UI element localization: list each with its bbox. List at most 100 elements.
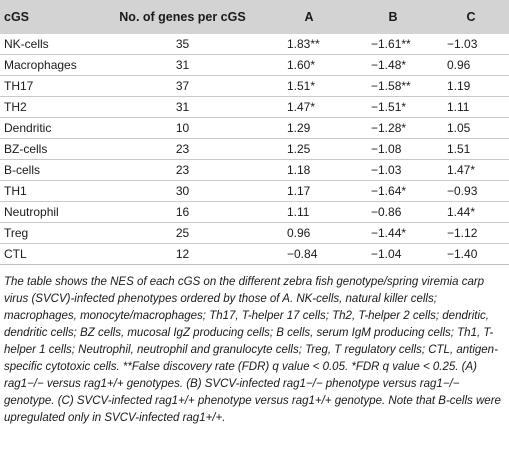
cell-genes: 25: [100, 222, 265, 244]
cell-genes: 23: [100, 159, 265, 181]
table-row: BZ-cells 23 1.25 −1.08 1.51: [0, 138, 509, 160]
cell-b-value: −1.48*: [371, 58, 407, 72]
cell-c-value: 1.51: [447, 142, 471, 156]
cell-a: 1.51*: [265, 75, 353, 97]
cell-b: −1.28*: [353, 117, 433, 139]
cell-b: −1.03: [353, 159, 433, 181]
cell-c: 1.11: [433, 96, 509, 118]
table-row: NK-cells 35 1.83** −1.61** −1.03: [0, 34, 509, 55]
cell-b: −1.58**: [353, 75, 433, 97]
cell-cgs: TH2: [0, 96, 100, 118]
cell-c-value: 1.47*: [447, 163, 476, 177]
cell-c-value: 1.11: [447, 100, 470, 114]
cell-b-value: −1.58**: [371, 79, 411, 93]
cell-c: 1.44*: [433, 201, 509, 223]
cell-a-value: 1.51*: [287, 79, 316, 93]
cell-cgs: CTL: [0, 243, 100, 265]
cell-c: 0.96: [433, 54, 509, 76]
table-figure: cGS No. of genes per cGS A B C NK-cells 3…: [0, 0, 509, 427]
nes-table: cGS No. of genes per cGS A B C NK-cells 3…: [0, 0, 509, 265]
cell-a: 0.96: [265, 222, 353, 244]
cell-c-value: −1.03: [447, 37, 478, 51]
table-row: TH17 37 1.51* −1.58** 1.19: [0, 75, 509, 97]
cell-b: −1.04: [353, 243, 433, 265]
cell-c-value: −0.93: [447, 184, 478, 198]
cell-a-value: 1.25: [287, 142, 311, 156]
table-row: Neutrophil 16 1.11 −0.86 1.44*: [0, 201, 509, 223]
cell-a-value: 1.17: [287, 184, 311, 198]
table-row: B-cells 23 1.18 −1.03 1.47*: [0, 159, 509, 181]
cell-c-value: 1.44*: [447, 205, 476, 219]
cell-cgs: Treg: [0, 222, 100, 244]
header-c: C: [433, 0, 509, 34]
cell-cgs: Neutrophil: [0, 201, 100, 223]
cell-a: −0.84: [265, 243, 353, 265]
cell-a-value: 1.47*: [287, 100, 316, 114]
cell-c-value: 1.19: [447, 79, 471, 93]
cell-c: 1.05: [433, 117, 509, 139]
header-a: A: [265, 0, 353, 34]
cell-cgs: TH17: [0, 75, 100, 97]
cell-cgs: BZ-cells: [0, 138, 100, 160]
table-body: NK-cells 35 1.83** −1.61** −1.03 Macrophages 3…: [0, 34, 509, 265]
cell-b-value: −1.04: [371, 247, 402, 261]
cell-b-value: −1.64*: [371, 184, 407, 198]
table-row: Macrophages 31 1.60* −1.48* 0.96: [0, 54, 509, 76]
cell-genes: 37: [100, 75, 265, 97]
cell-c: 1.19: [433, 75, 509, 97]
cell-cgs: TH1: [0, 180, 100, 202]
cell-genes: 35: [100, 34, 265, 55]
cell-b: −1.44*: [353, 222, 433, 244]
cell-a-value: 1.83**: [287, 37, 320, 51]
table-row: CTL 12 −0.84 −1.04 −1.40: [0, 243, 509, 265]
cell-c-value: −1.40: [447, 247, 478, 261]
cell-b-value: −1.44*: [371, 226, 407, 240]
header-genes: No. of genes per cGS: [100, 0, 265, 34]
cell-genes: 30: [100, 180, 265, 202]
cell-a-value: 1.29: [287, 121, 311, 135]
cell-c-value: −1.12: [447, 226, 478, 240]
footnote-text: The table shows the NES of each cGS on t…: [4, 276, 501, 424]
header-cgs: cGS: [0, 0, 100, 34]
cell-c-value: 0.96: [447, 58, 471, 72]
cell-b: −0.86: [353, 201, 433, 223]
cell-b: −1.51*: [353, 96, 433, 118]
cell-a: 1.17: [265, 180, 353, 202]
cell-a-value: 1.18: [287, 163, 311, 177]
cell-c: −1.40: [433, 243, 509, 265]
table-row: TH1 30 1.17 −1.64* −0.93: [0, 180, 509, 202]
cell-genes: 10: [100, 117, 265, 139]
cell-b-value: −1.61**: [371, 37, 411, 51]
cell-b-value: −1.08: [371, 142, 402, 156]
cell-a-value: 1.60*: [287, 58, 316, 72]
cell-genes: 16: [100, 201, 265, 223]
cell-b: −1.08: [353, 138, 433, 160]
cell-cgs: Dendritic: [0, 117, 100, 139]
cell-a: 1.18: [265, 159, 353, 181]
cell-b: −1.48*: [353, 54, 433, 76]
cell-genes: 12: [100, 243, 265, 265]
cell-c: −1.03: [433, 34, 509, 55]
table-header: cGS No. of genes per cGS A B C: [0, 0, 509, 34]
cell-a: 1.83**: [265, 34, 353, 55]
cell-b: −1.64*: [353, 180, 433, 202]
cell-cgs: B-cells: [0, 159, 100, 181]
table-row: Dendritic 10 1.29 −1.28* 1.05: [0, 117, 509, 139]
cell-c: −1.12: [433, 222, 509, 244]
cell-a: 1.47*: [265, 96, 353, 118]
cell-cgs: NK-cells: [0, 34, 100, 55]
header-b: B: [353, 0, 433, 34]
cell-c: 1.47*: [433, 159, 509, 181]
cell-genes: 31: [100, 54, 265, 76]
cell-b-value: −1.51*: [371, 100, 407, 114]
cell-cgs: Macrophages: [0, 54, 100, 76]
cell-b-value: −1.28*: [371, 121, 407, 135]
cell-b: −1.61**: [353, 34, 433, 55]
cell-c: 1.51: [433, 138, 509, 160]
cell-a-value: −0.84: [287, 247, 318, 261]
cell-b-value: −1.03: [371, 163, 402, 177]
cell-a: 1.29: [265, 117, 353, 139]
cell-genes: 31: [100, 96, 265, 118]
table-footnote: The table shows the NES of each cGS on t…: [4, 274, 503, 427]
cell-a: 1.25: [265, 138, 353, 160]
